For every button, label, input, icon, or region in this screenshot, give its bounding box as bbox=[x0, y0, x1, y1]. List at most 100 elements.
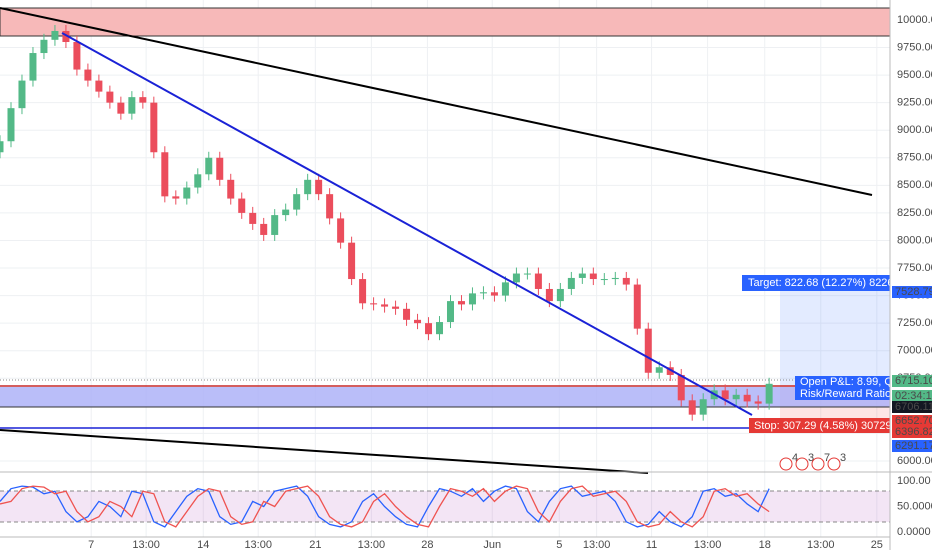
candle bbox=[479, 292, 487, 294]
event-count: 3 bbox=[808, 452, 814, 464]
candle bbox=[260, 223, 268, 235]
y-tick-label: 8750.00 bbox=[897, 152, 932, 164]
support-zone bbox=[0, 387, 890, 407]
y-tick-label: 7750.00 bbox=[897, 262, 932, 274]
x-tick-label: 5 bbox=[556, 539, 562, 550]
candle bbox=[578, 273, 586, 278]
price-label: 7528.79 bbox=[895, 286, 932, 298]
candle bbox=[128, 97, 136, 114]
candle bbox=[337, 218, 345, 243]
candle bbox=[29, 53, 37, 81]
candle bbox=[414, 319, 422, 324]
candle bbox=[765, 383, 773, 404]
candle bbox=[282, 209, 290, 216]
event-count: 4 bbox=[792, 452, 798, 464]
candle bbox=[381, 304, 389, 307]
candle bbox=[589, 273, 597, 280]
candle bbox=[227, 179, 235, 199]
candle bbox=[139, 97, 147, 103]
candle bbox=[7, 108, 15, 142]
trend-line bbox=[0, 7, 873, 196]
resistance-zone bbox=[0, 7, 891, 37]
target-label: Target: 822.68 (12.27%) 82268, bbox=[748, 277, 903, 289]
candle bbox=[622, 277, 630, 285]
event-icon bbox=[779, 457, 793, 471]
candle bbox=[238, 198, 246, 213]
candle bbox=[304, 179, 312, 195]
candle bbox=[271, 215, 279, 235]
candle bbox=[688, 400, 696, 415]
price-label-bg bbox=[892, 415, 932, 427]
price-label-bg bbox=[892, 286, 932, 298]
candle bbox=[73, 42, 81, 70]
y-tick-label: 8000.00 bbox=[897, 234, 932, 246]
osc-tick-label: 0.0000 bbox=[897, 526, 931, 538]
rr-label: Risk/Reward Ratio: 2. bbox=[800, 388, 906, 400]
candle bbox=[205, 157, 213, 175]
candle bbox=[348, 242, 356, 280]
oscillator bbox=[0, 485, 770, 528]
candle bbox=[436, 322, 444, 335]
candle bbox=[633, 284, 641, 329]
candle bbox=[501, 282, 509, 296]
x-tick-label: 18 bbox=[759, 539, 771, 550]
x-tick-label: 14 bbox=[197, 539, 209, 550]
axes: 6000.006250.006500.006750.007000.007250.… bbox=[88, 14, 932, 550]
candle bbox=[249, 212, 257, 224]
pl-label: Open P&L: 8.99, Qty: bbox=[800, 376, 905, 388]
osc-tick-label: 50.0000 bbox=[897, 500, 932, 512]
osc-band bbox=[0, 491, 890, 522]
osc-line bbox=[0, 485, 770, 528]
candle bbox=[370, 303, 378, 305]
x-tick-label: 13:00 bbox=[132, 539, 160, 550]
candle bbox=[62, 30, 70, 43]
pl-box bbox=[795, 376, 890, 400]
candle bbox=[457, 301, 465, 305]
price-label-bg bbox=[892, 390, 932, 402]
y-tick-label: 8250.00 bbox=[897, 207, 932, 219]
price-label-bg bbox=[892, 426, 932, 438]
candle bbox=[161, 152, 169, 197]
trend-line bbox=[0, 429, 649, 474]
candle bbox=[150, 102, 158, 153]
candle bbox=[556, 288, 564, 302]
candle bbox=[512, 273, 520, 283]
y-tick-label: 9750.00 bbox=[897, 41, 932, 53]
x-tick-label: 13:00 bbox=[583, 539, 611, 550]
candle bbox=[534, 273, 542, 289]
y-tick-label: 9000.00 bbox=[897, 124, 932, 136]
trend-line bbox=[61, 32, 753, 416]
candle bbox=[183, 187, 191, 199]
candle bbox=[51, 30, 59, 40]
candle bbox=[403, 308, 411, 320]
x-tick-label: 25 bbox=[871, 539, 883, 550]
candle bbox=[425, 323, 433, 335]
event-count: 7 bbox=[824, 452, 830, 464]
candle bbox=[0, 141, 4, 153]
candle bbox=[666, 367, 674, 375]
candle bbox=[40, 39, 48, 54]
x-tick-label: 11 bbox=[646, 539, 657, 550]
candle bbox=[523, 273, 531, 275]
candle bbox=[644, 328, 652, 373]
x-tick-label: 13:00 bbox=[807, 539, 835, 550]
price-label: 6652.70 bbox=[895, 415, 932, 427]
price-label: 6715.10 bbox=[895, 375, 932, 387]
candle bbox=[95, 80, 103, 92]
y-tick-label: 10000.00 bbox=[897, 14, 932, 26]
y-tick-label: 9250.00 bbox=[897, 97, 932, 109]
event-icon bbox=[795, 457, 809, 471]
grid bbox=[0, 0, 890, 537]
x-tick-label: 7 bbox=[88, 539, 94, 550]
candle bbox=[293, 194, 301, 210]
candle bbox=[732, 394, 740, 400]
candle bbox=[600, 279, 608, 281]
candle bbox=[216, 157, 224, 180]
x-tick-label: Jun bbox=[483, 539, 501, 550]
candle bbox=[743, 394, 751, 402]
osc-line bbox=[0, 485, 770, 528]
stop-label: Stop: 307.29 (4.58%) 30729, A bbox=[754, 420, 905, 432]
stop-box bbox=[749, 418, 890, 433]
